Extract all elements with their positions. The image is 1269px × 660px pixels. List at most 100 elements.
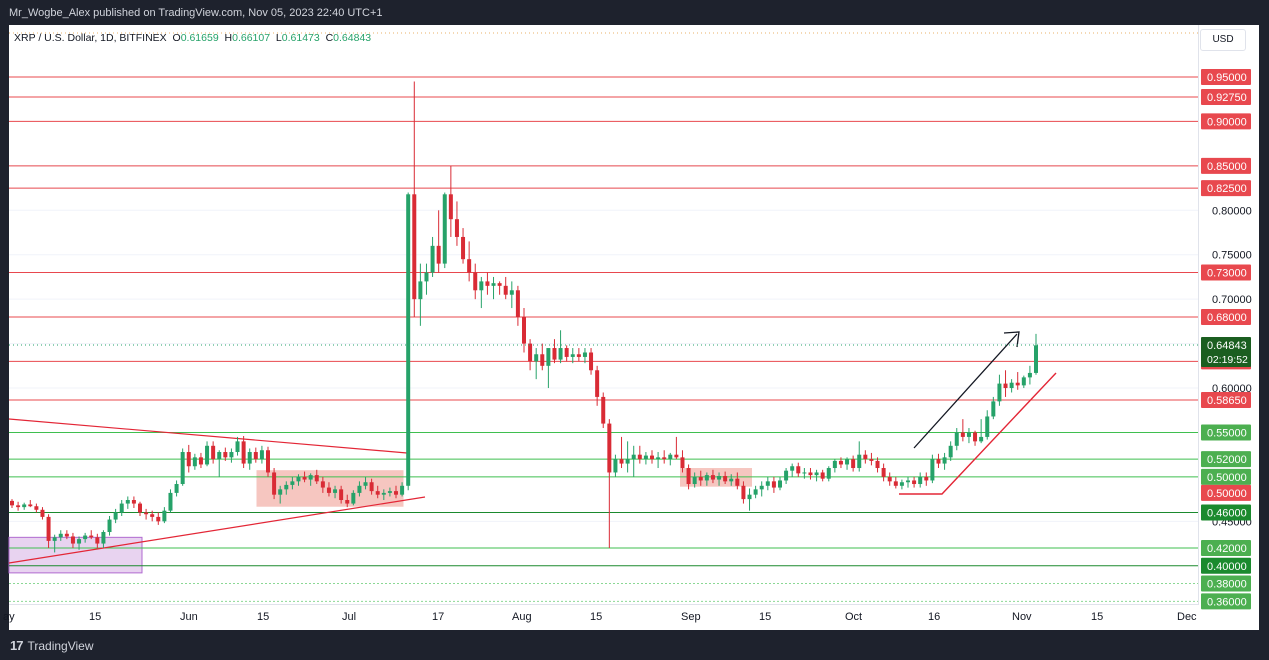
candle-body — [1015, 382, 1020, 386]
candle-body — [278, 489, 283, 495]
candle-body — [58, 533, 63, 538]
time-tick-label: 16 — [928, 611, 940, 623]
candle-body — [150, 514, 155, 517]
tradingview-logo-icon: 17 — [10, 638, 24, 653]
candle-body — [448, 194, 453, 220]
current-price-label: 0.64843 — [1207, 340, 1247, 352]
candle-body — [46, 516, 51, 541]
level-price-label: 0.90000 — [1207, 116, 1247, 128]
ohlc-low: L0.61473 — [275, 32, 320, 44]
candle-body — [863, 454, 868, 460]
candle-body — [138, 503, 142, 513]
candle-body — [954, 432, 959, 446]
candle-body — [491, 283, 496, 286]
candle-body — [406, 194, 411, 486]
candle-body — [229, 452, 234, 458]
candle-body — [174, 484, 179, 493]
candle-body — [558, 348, 563, 360]
candle-body — [369, 482, 374, 492]
candle-body — [28, 504, 33, 507]
candle-body — [253, 452, 258, 460]
candle-body — [515, 290, 520, 317]
candle-body — [302, 476, 307, 480]
time-tick-label: Jun — [180, 611, 198, 623]
candle-body — [741, 485, 746, 500]
currency-button[interactable]: USD — [1200, 29, 1246, 51]
ohlc-open: O0.61659 — [172, 32, 219, 44]
candle-body — [765, 481, 770, 486]
level-price-label: 0.82500 — [1207, 183, 1247, 195]
current-price-tag — [1201, 336, 1251, 367]
candle-body — [637, 454, 642, 460]
candle-body — [997, 383, 1002, 402]
candle-body — [308, 475, 313, 480]
candle-body — [479, 281, 484, 291]
candle-body — [973, 432, 978, 442]
level-price-label: 0.40000 — [1207, 561, 1247, 573]
level-price-label: 0.92750 — [1207, 92, 1247, 104]
candle-body — [95, 537, 100, 544]
candle-body — [34, 506, 39, 510]
candle-body — [198, 457, 203, 465]
candle-body — [985, 416, 990, 437]
candle-body — [650, 455, 654, 460]
level-price-label: 0.58650 — [1207, 395, 1247, 407]
candle-body — [656, 457, 661, 460]
candle-body — [424, 272, 429, 282]
candle-body — [1034, 345, 1038, 373]
candle-body — [832, 460, 837, 469]
level-price-tag — [1201, 557, 1251, 574]
candle-body — [960, 432, 965, 437]
level-price-label: 0.95000 — [1207, 72, 1247, 84]
level-price-tag — [1201, 113, 1251, 130]
level-price-label: 0.46000 — [1207, 507, 1247, 519]
chart-frame[interactable] — [9, 25, 1259, 630]
candle-body — [528, 343, 533, 362]
publisher-header: Mr_Wogbe_Alex published on TradingView.c… — [0, 0, 1269, 25]
candle-body — [205, 445, 210, 465]
candle-body — [522, 316, 526, 344]
candle-body — [784, 470, 789, 481]
candle-body — [381, 492, 386, 495]
countdown-label: 02:19:52 — [1207, 354, 1248, 366]
candle-body — [89, 535, 94, 538]
time-tick-label: ay — [3, 611, 15, 623]
candle-body — [339, 489, 344, 501]
candle-body — [582, 352, 587, 357]
candle-body — [979, 436, 984, 442]
candle-body — [851, 459, 856, 469]
ohlc-close: C0.64843 — [325, 32, 372, 44]
candle-body — [692, 476, 697, 485]
candle-body — [838, 460, 843, 465]
time-tick-label: 17 — [432, 611, 444, 623]
candle-body — [107, 519, 112, 533]
level-price-label: 0.36000 — [1207, 596, 1247, 608]
level-price-label: 0.73000 — [1207, 268, 1247, 280]
candle-body — [625, 459, 630, 464]
purple-zone-box — [8, 536, 143, 574]
candle-body — [461, 236, 466, 260]
candle-body — [144, 512, 149, 515]
candle-body — [180, 452, 185, 485]
candle-body — [503, 285, 508, 295]
level-price-tag — [1201, 424, 1251, 441]
candle-body — [875, 460, 880, 469]
candle-body — [991, 401, 996, 417]
candle-body — [564, 348, 569, 357]
candle-body — [1009, 382, 1014, 389]
candle-body — [16, 505, 21, 508]
price-tick-label: 0.80000 — [1212, 205, 1252, 217]
level-price-label: 0.50000 — [1207, 488, 1247, 500]
time-tick-label: 15 — [590, 611, 602, 623]
candle-body — [887, 476, 892, 482]
candle-body — [814, 472, 819, 476]
candle-body — [333, 489, 338, 493]
tradingview-logo[interactable]: 17 TradingView — [10, 638, 94, 653]
price-tick-label: 0.70000 — [1212, 294, 1252, 306]
candle-body — [589, 352, 594, 371]
trend-arrow — [913, 333, 1018, 449]
candle-body — [363, 482, 368, 486]
candle-body — [918, 476, 923, 485]
level-price-label: 0.50000 — [1207, 472, 1247, 484]
